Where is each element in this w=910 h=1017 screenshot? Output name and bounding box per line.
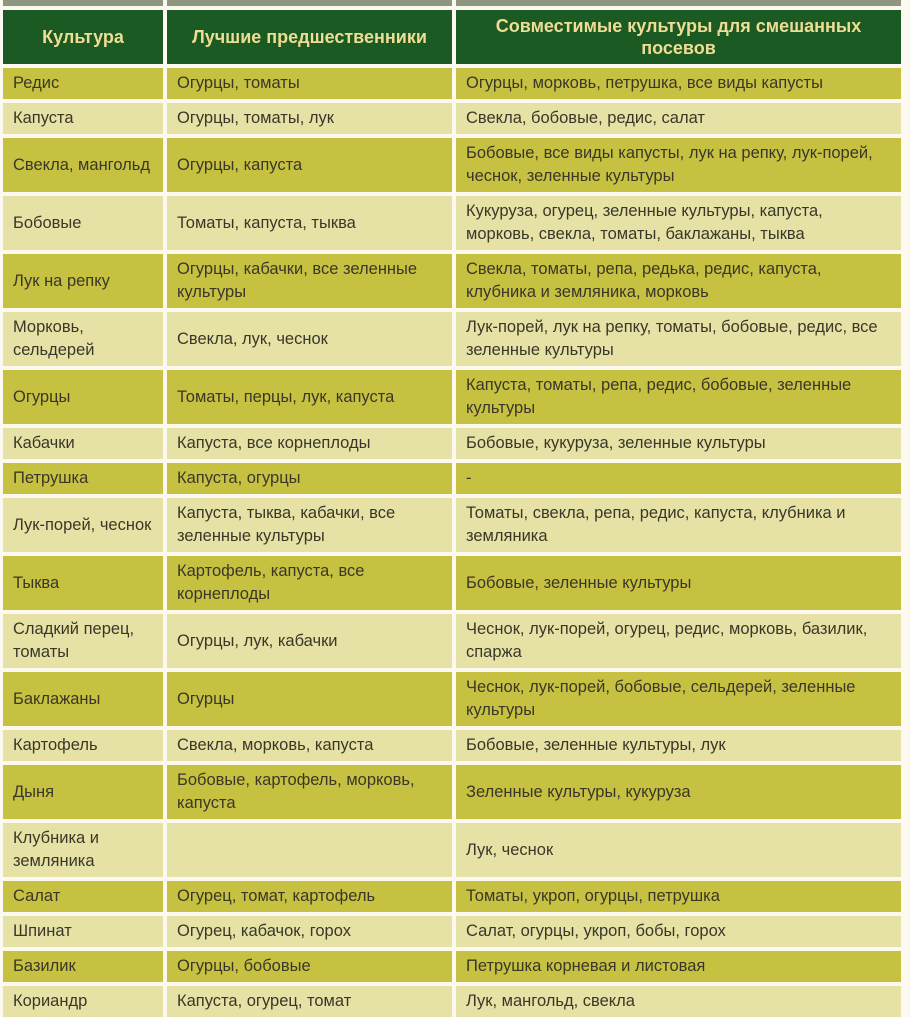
predecessors-cell: Огурцы, томаты [167,68,452,99]
companions-cell: Салат, огурцы, укроп, бобы, горох [456,916,901,947]
predecessors-cell: Огурец, томат, картофель [167,881,452,912]
crop-cell: Свекла, мангольд [3,138,163,192]
crop-cell: Капуста [3,103,163,134]
top-strip-segment [167,0,452,6]
predecessors-cell: Картофель, капуста, все корнеплоды [167,556,452,610]
companions-cell: Бобовые, зеленные культуры [456,556,901,610]
companions-cell: Бобовые, все виды капусты, лук на репку,… [456,138,901,192]
companions-cell: Лук, чеснок [456,823,901,877]
crop-cell: Базилик [3,951,163,982]
companions-cell: Чеснок, лук-порей, бобовые, сельдерей, з… [456,672,901,726]
crop-cell: Огурцы [3,370,163,424]
predecessors-cell: Свекла, морковь, капуста [167,730,452,761]
predecessors-cell: Томаты, капуста, тыква [167,196,452,250]
crop-cell: Шпинат [3,916,163,947]
predecessors-cell [167,823,452,877]
predecessors-cell: Капуста, тыква, кабачки, все зеленные ку… [167,498,452,552]
crop-cell: Редис [3,68,163,99]
companions-cell: Свекла, томаты, репа, редька, редис, кап… [456,254,901,308]
companions-cell: Огурцы, морковь, петрушка, все виды капу… [456,68,901,99]
companions-cell: Бобовые, кукуруза, зеленные культуры [456,428,901,459]
top-strip-segment [456,0,901,6]
crop-cell: Морковь, сельдерей [3,312,163,366]
crop-cell: Кориандр [3,986,163,1017]
companions-cell: Томаты, свекла, репа, редис, капуста, кл… [456,498,901,552]
predecessors-cell: Огурцы, томаты, лук [167,103,452,134]
predecessors-cell: Томаты, перцы, лук, капуста [167,370,452,424]
predecessors-cell: Огурец, кабачок, горох [167,916,452,947]
crop-cell: Лук на репку [3,254,163,308]
crop-cell: Бобовые [3,196,163,250]
companions-cell: Чеснок, лук-порей, огурец, редис, морков… [456,614,901,668]
predecessors-cell: Огурцы, бобовые [167,951,452,982]
predecessors-cell: Огурцы, лук, кабачки [167,614,452,668]
crops-table: Культура Лучшие предшественники Совмести… [3,0,901,1017]
predecessors-cell: Капуста, огурцы [167,463,452,494]
top-strip-segment [3,0,163,6]
crop-cell: Петрушка [3,463,163,494]
companions-cell: Капуста, томаты, репа, редис, бобовые, з… [456,370,901,424]
predecessors-cell: Капуста, огурец, томат [167,986,452,1017]
crop-cell: Тыква [3,556,163,610]
crop-cell: Лук-порей, чеснок [3,498,163,552]
crop-cell: Картофель [3,730,163,761]
companions-cell: Свекла, бобовые, редис, салат [456,103,901,134]
column-header-crop: Культура [3,10,163,64]
companions-cell: Лук, мангольд, свекла [456,986,901,1017]
crop-cell: Сладкий перец, томаты [3,614,163,668]
companions-cell: Лук-порей, лук на репку, томаты, бобовые… [456,312,901,366]
crop-cell: Дыня [3,765,163,819]
column-header-companions: Совместимые культуры для смешанных посев… [456,10,901,64]
crop-cell: Клубника и земляника [3,823,163,877]
crop-cell: Кабачки [3,428,163,459]
companions-cell: Зеленные культуры, кукуруза [456,765,901,819]
companions-cell: Петрушка корневая и листовая [456,951,901,982]
predecessors-cell: Бобовые, картофель, морковь, капуста [167,765,452,819]
crop-cell: Салат [3,881,163,912]
companions-cell: - [456,463,901,494]
column-header-predecessors: Лучшие предшественники [167,10,452,64]
predecessors-cell: Огурцы, капуста [167,138,452,192]
predecessors-cell: Капуста, все корнеплоды [167,428,452,459]
crop-cell: Баклажаны [3,672,163,726]
companions-cell: Кукуруза, огурец, зеленные культуры, кап… [456,196,901,250]
companions-cell: Бобовые, зеленные культуры, лук [456,730,901,761]
predecessors-cell: Огурцы, кабачки, все зеленные культуры [167,254,452,308]
companions-cell: Томаты, укроп, огурцы, петрушка [456,881,901,912]
predecessors-cell: Огурцы [167,672,452,726]
predecessors-cell: Свекла, лук, чеснок [167,312,452,366]
